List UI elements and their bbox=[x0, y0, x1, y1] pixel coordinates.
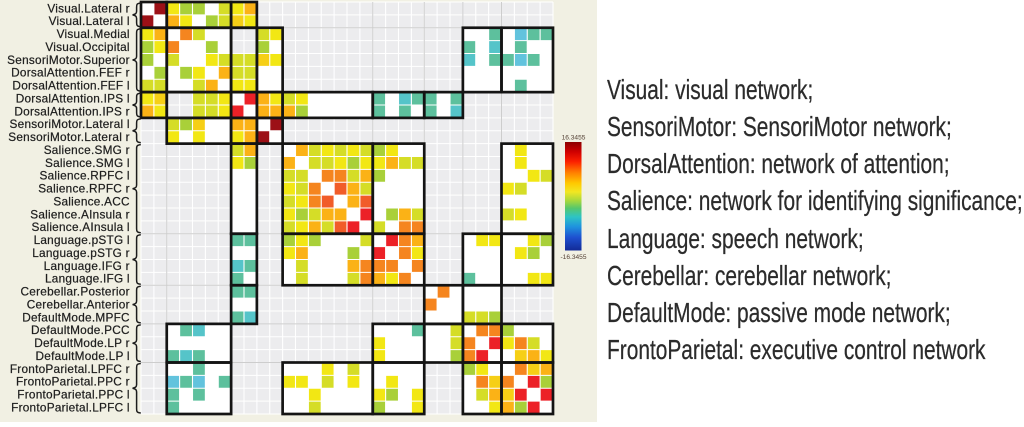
svg-text:SensoriMotor.Lateral r: SensoriMotor.Lateral r bbox=[8, 130, 130, 144]
svg-text:DefaultMode.PCC: DefaultMode.PCC bbox=[31, 323, 130, 337]
svg-text:SensoriMotor.Superior: SensoriMotor.Superior bbox=[7, 53, 130, 67]
svg-text:Visual.Occipital: Visual.Occipital bbox=[45, 40, 129, 54]
svg-text:Salience.SMG l: Salience.SMG l bbox=[45, 156, 130, 170]
svg-text:Language.pSTG r: Language.pSTG r bbox=[32, 246, 130, 260]
svg-text:DefaultMode.LP r: DefaultMode.LP r bbox=[34, 336, 130, 350]
svg-text:Salience.AInsula l: Salience.AInsula l bbox=[32, 220, 130, 234]
svg-text:FrontoParietal.PPC r: FrontoParietal.PPC r bbox=[16, 375, 130, 389]
svg-text:16.3455: 16.3455 bbox=[562, 135, 586, 142]
svg-text:Cerebellar.Posterior: Cerebellar.Posterior bbox=[21, 285, 130, 299]
svg-text:Salience.ACC: Salience.ACC bbox=[53, 194, 130, 208]
svg-text:Salience.RPFC r: Salience.RPFC r bbox=[38, 182, 130, 196]
svg-text:Visual.Lateral r: Visual.Lateral r bbox=[47, 1, 129, 15]
svg-text:DefaultMode.MPFC: DefaultMode.MPFC bbox=[22, 310, 130, 324]
svg-text:FrontoParietal.LPFC r: FrontoParietal.LPFC r bbox=[10, 362, 130, 376]
svg-text:Salience.RPFC l: Salience.RPFC l bbox=[40, 169, 130, 183]
svg-text:DefaultMode.LP l: DefaultMode.LP l bbox=[36, 349, 130, 363]
svg-text:Language.IFG r: Language.IFG r bbox=[44, 259, 130, 273]
svg-text:DorsalAttention.FEF r: DorsalAttention.FEF r bbox=[11, 66, 130, 80]
svg-text:FrontoParietal.LPFC l: FrontoParietal.LPFC l bbox=[11, 400, 130, 414]
svg-text:Cerebellar.Anterior: Cerebellar.Anterior bbox=[27, 297, 130, 311]
svg-text:DorsalAttention.IPS l: DorsalAttention.IPS l bbox=[16, 91, 130, 105]
svg-text:Language.pSTG l: Language.pSTG l bbox=[34, 233, 130, 247]
svg-text:-16.3455: -16.3455 bbox=[560, 254, 586, 261]
svg-text:Salience.AInsula r: Salience.AInsula r bbox=[30, 207, 130, 221]
svg-text:Visual.Lateral l: Visual.Lateral l bbox=[49, 14, 130, 28]
svg-text:DorsalAttention.FEF l: DorsalAttention.FEF l bbox=[12, 79, 129, 93]
svg-text:FrontoParietal.PPC l: FrontoParietal.PPC l bbox=[17, 388, 130, 402]
svg-text:Visual.Medial: Visual.Medial bbox=[57, 27, 130, 41]
svg-text:SensoriMotor.Lateral l: SensoriMotor.Lateral l bbox=[10, 117, 130, 131]
svg-text:Language.IFG l: Language.IFG l bbox=[45, 272, 130, 286]
svg-text:DorsalAttention.IPS r: DorsalAttention.IPS r bbox=[14, 104, 129, 118]
svg-text:Salience.SMG r: Salience.SMG r bbox=[44, 143, 130, 157]
